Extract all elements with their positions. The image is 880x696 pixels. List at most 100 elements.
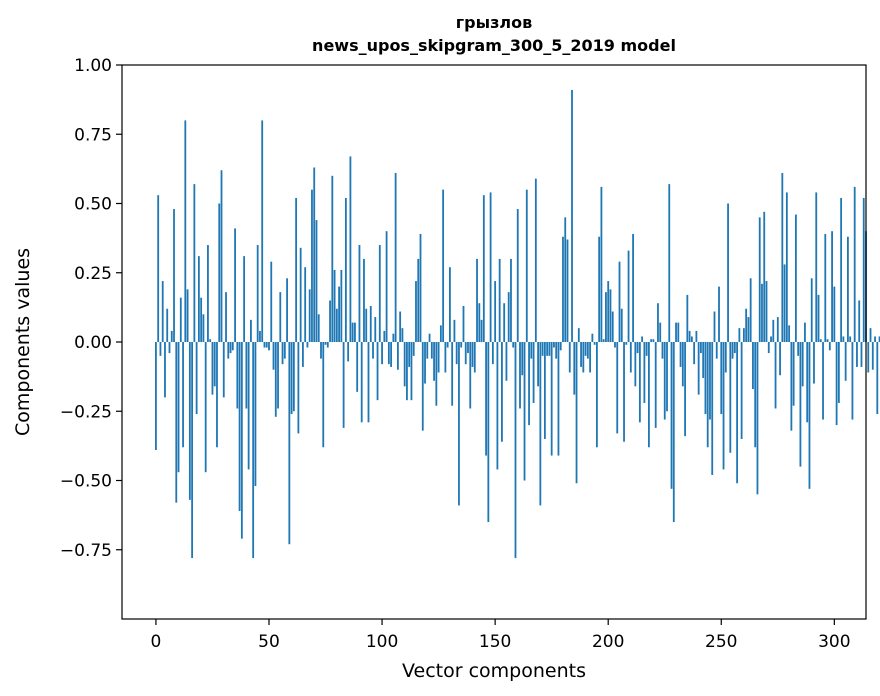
bar: [618, 261, 621, 342]
bar: [835, 342, 838, 426]
bar: [779, 342, 781, 376]
bar: [528, 342, 530, 426]
bar: [374, 317, 377, 342]
bar: [702, 342, 705, 379]
bar: [670, 342, 673, 489]
bar: [179, 297, 182, 342]
bar: [804, 322, 806, 342]
bar: [186, 289, 189, 342]
bar: [482, 195, 485, 342]
bar: [763, 211, 766, 342]
bar: [344, 197, 347, 342]
bar: [204, 342, 207, 473]
bar: [256, 245, 259, 342]
bar: [799, 342, 802, 467]
bar: [403, 342, 406, 387]
bar: [765, 281, 768, 342]
bar: [715, 342, 718, 359]
y-tick-label: 0.25: [74, 264, 112, 284]
x-tick-label: 300: [818, 632, 850, 652]
bar: [365, 308, 368, 342]
bar: [686, 294, 689, 342]
bar: [595, 342, 598, 448]
bar: [876, 342, 879, 415]
bar: [449, 267, 451, 342]
bar: [546, 342, 549, 356]
bar: [729, 342, 732, 453]
bar: [458, 342, 460, 506]
bar: [586, 342, 589, 359]
x-tick-label: 0: [151, 632, 162, 652]
bar: [430, 342, 433, 359]
y-tick-label: 0.50: [74, 195, 112, 215]
bar: [858, 300, 861, 342]
bar: [417, 258, 420, 342]
bar: [661, 342, 664, 359]
bar: [329, 300, 331, 342]
bar: [534, 178, 537, 342]
bar: [360, 342, 363, 423]
x-tick-label: 250: [705, 632, 737, 652]
bar: [347, 342, 350, 362]
bar: [867, 342, 870, 373]
bar: [263, 342, 266, 348]
y-tick-label: −0.75: [60, 541, 112, 561]
bar: [828, 342, 831, 351]
bar: [177, 342, 180, 473]
bar: [462, 305, 465, 342]
bar: [161, 281, 164, 342]
bar: [539, 342, 542, 506]
bar: [238, 342, 241, 511]
bar: [367, 342, 370, 423]
bar: [283, 342, 286, 359]
bar: [564, 217, 567, 342]
y-tick-label: 0.75: [74, 125, 112, 145]
bar: [510, 258, 512, 342]
bar: [252, 342, 255, 559]
bar: [607, 281, 610, 342]
bar: [222, 342, 225, 398]
bar: [519, 342, 521, 409]
y-tick-label: 1.00: [74, 56, 112, 76]
bar: [697, 342, 700, 395]
bar: [758, 217, 761, 342]
bar: [629, 342, 632, 373]
bar: [672, 342, 675, 523]
bar: [315, 220, 318, 342]
bar: [584, 342, 587, 356]
bar: [471, 342, 474, 367]
bar: [774, 342, 777, 409]
bar: [385, 231, 388, 342]
bar: [602, 339, 605, 342]
bar: [731, 342, 734, 359]
x-tick-label: 100: [366, 632, 398, 652]
bar: [767, 342, 770, 354]
bar: [559, 342, 562, 351]
bar: [745, 308, 748, 342]
x-tick-label: 50: [258, 632, 280, 652]
bar: [541, 342, 544, 356]
bar: [840, 197, 843, 342]
bar: [733, 342, 736, 354]
bar: [299, 247, 302, 342]
bar: [600, 186, 603, 342]
bar: [227, 342, 230, 359]
chart-title-line-2: news_upos_skipgram_300_5_2019 model: [312, 36, 676, 55]
bar: [281, 342, 284, 365]
bar: [548, 342, 551, 356]
bar: [681, 342, 684, 387]
bar: [279, 292, 282, 342]
bar: [446, 342, 449, 348]
bar: [856, 342, 858, 367]
bar: [435, 342, 438, 406]
bar: [679, 342, 682, 367]
x-axis-ticks: 0 50 100 150 200 250 300: [151, 619, 851, 652]
bar: [166, 308, 169, 342]
bar: [209, 339, 212, 342]
bar: [724, 342, 727, 373]
bar: [605, 292, 607, 342]
bar: [690, 336, 693, 342]
bar: [250, 319, 252, 342]
bar: [225, 292, 227, 342]
bar: [523, 342, 526, 481]
